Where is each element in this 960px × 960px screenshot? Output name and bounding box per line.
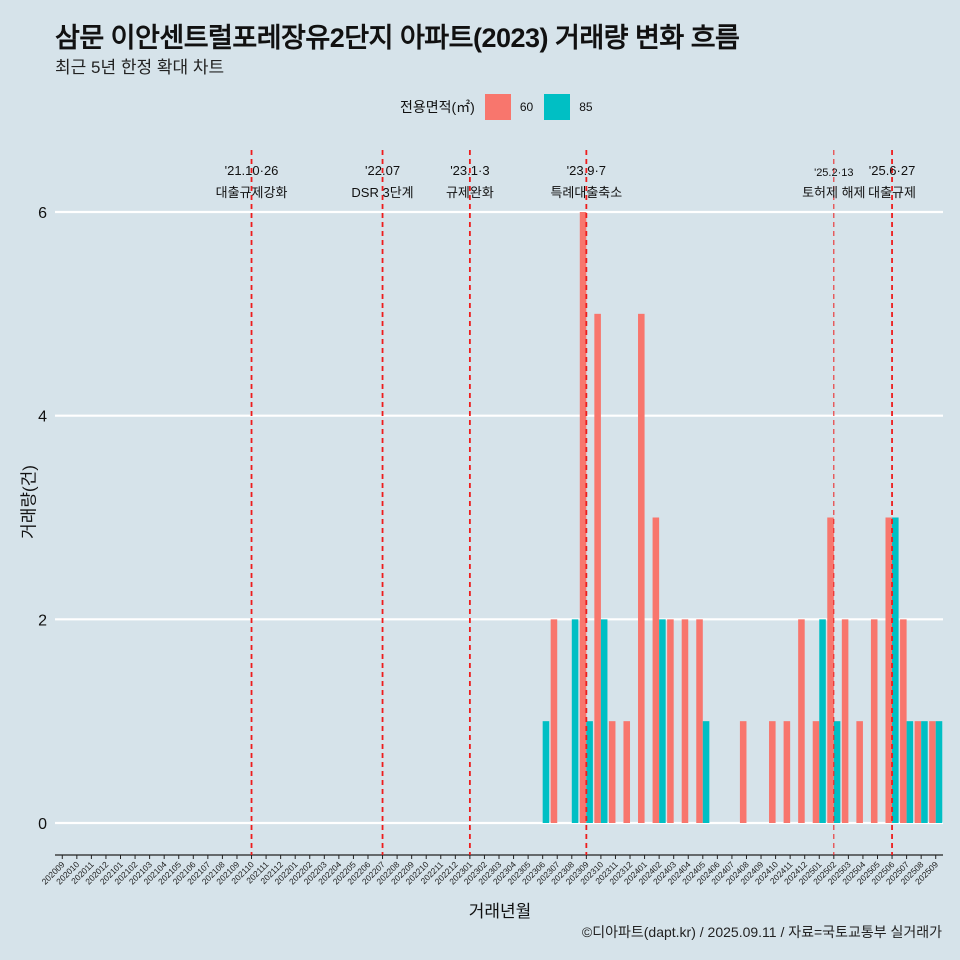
event-text-label: DSR 3단계 — [351, 185, 413, 200]
bar-60-202404 — [681, 619, 689, 823]
bar-60-202505 — [870, 619, 878, 823]
event-text-label: 대출규제강화 — [216, 185, 288, 200]
y-tick-label: 2 — [38, 612, 47, 629]
bar-60-202309 — [579, 212, 587, 823]
event-date-label: '25.6·27 — [869, 163, 916, 178]
bar-85-202507 — [906, 721, 914, 823]
x-axis-title: 거래년월 — [468, 902, 532, 921]
event-date-label: '22.07 — [365, 163, 400, 178]
bar-85-202310 — [600, 619, 608, 823]
event-date-label: '25.2·13 — [814, 167, 853, 179]
y-tick-label: 4 — [38, 409, 47, 426]
event-text-label: 특례대출축소 — [550, 185, 622, 200]
bar-60-202506 — [885, 517, 893, 823]
event-text-label: 규제완화 — [446, 185, 494, 200]
bar-85-202405 — [702, 721, 710, 823]
bar-60-202310 — [594, 313, 601, 823]
y-tick-label: 6 — [38, 205, 47, 222]
bar-60-202507 — [900, 619, 907, 823]
bar-60-202408 — [739, 721, 747, 823]
event-date-label: '23.1·3 — [450, 163, 489, 178]
bar-85-202506 — [892, 517, 899, 823]
bar-85-202309 — [586, 721, 593, 823]
bar-60-202412 — [798, 619, 805, 823]
legend-key-60 — [484, 94, 511, 120]
y-tick-label: 0 — [38, 816, 47, 833]
event-text-label: 대출규제 — [868, 185, 916, 200]
bar-85-202502 — [833, 721, 841, 823]
bar-85-202402 — [659, 619, 666, 823]
bar-85-202308 — [571, 619, 579, 823]
bar-60-202508 — [914, 721, 922, 823]
legend-label-85: 85 — [579, 100, 593, 114]
bar-60-202403 — [667, 619, 674, 823]
source-caption: ©디아파트(dapt.kr) / 2025.09.11 / 자료=국토교통부 실… — [581, 924, 942, 940]
bar-85-202306 — [542, 721, 550, 823]
legend: 전용면적(㎡) 60 85 — [400, 93, 604, 121]
bar-60-202410 — [769, 721, 776, 823]
event-date-label: '21.10·26 — [225, 163, 279, 178]
bar-60-202401 — [638, 313, 645, 823]
legend-title: 전용면적(㎡) — [400, 99, 475, 115]
bar-60-202502 — [827, 517, 834, 823]
chart-subtitle: 최근 5년 한정 확대 차트 — [55, 58, 225, 77]
event-text-label: 토허제 해제 — [802, 185, 865, 200]
bar-60-202501 — [812, 721, 820, 823]
bar-60-202509 — [929, 721, 936, 823]
bar-60-202503 — [841, 619, 849, 823]
bar-60-202411 — [783, 721, 791, 823]
event-date-label: '23.9·7 — [567, 163, 606, 178]
bar-85-202509 — [935, 721, 943, 823]
bar-60-202504 — [856, 721, 863, 823]
bar-60-202307 — [550, 619, 558, 823]
chart-title: 삼문 이안센트럴포레장유2단지 아파트(2023) 거래량 변화 흐름 — [55, 23, 740, 53]
legend-label-60: 60 — [519, 100, 534, 114]
bar-85-202508 — [921, 721, 928, 823]
bar-60-202311 — [608, 721, 616, 823]
bar-60-202405 — [696, 619, 703, 823]
bar-60-202312 — [623, 721, 631, 823]
legend-key-85 — [544, 94, 571, 120]
bar-85-202501 — [819, 619, 826, 823]
y-axis-title: 거래량(건) — [19, 465, 39, 539]
bar-60-202402 — [652, 517, 660, 823]
